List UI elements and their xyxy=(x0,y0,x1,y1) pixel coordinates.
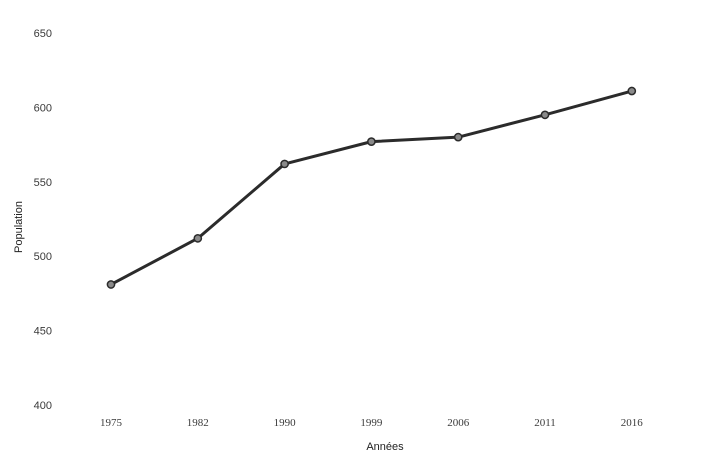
y-tick-label: 400 xyxy=(34,400,52,412)
y-tick-label: 450 xyxy=(34,326,52,338)
y-axis-ticks: 400 450 500 550 600 650 xyxy=(34,28,52,412)
data-point xyxy=(280,159,289,169)
y-tick-label: 650 xyxy=(34,28,52,40)
x-axis-title: Années xyxy=(366,441,404,453)
data-point xyxy=(106,280,116,289)
y-tick-label: 550 xyxy=(34,177,52,189)
x-tick-label: 2016 xyxy=(621,417,644,429)
x-tick-label: 1982 xyxy=(187,417,209,429)
data-point xyxy=(627,86,637,96)
y-tick-label: 500 xyxy=(34,251,52,263)
x-tick-label: 2011 xyxy=(534,417,556,429)
x-axis-ticks: 1975 1982 1990 1999 2006 2011 2016 xyxy=(100,417,643,429)
series-layer xyxy=(106,86,637,289)
x-tick-label: 1975 xyxy=(100,417,123,429)
y-tick-label: 600 xyxy=(34,102,52,114)
data-point xyxy=(453,132,463,142)
data-point xyxy=(540,110,550,120)
data-point xyxy=(193,233,203,243)
y-axis-title: Population xyxy=(13,201,25,253)
series-line xyxy=(110,89,633,286)
x-tick-label: 1999 xyxy=(360,417,383,429)
x-tick-label: 2006 xyxy=(447,417,470,429)
data-point xyxy=(367,137,376,146)
x-tick-label: 1990 xyxy=(274,417,297,429)
